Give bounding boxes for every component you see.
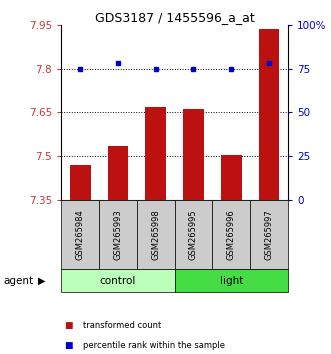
Text: GSM265996: GSM265996 [227,209,236,260]
Text: GSM265984: GSM265984 [75,209,85,260]
Text: GSM265997: GSM265997 [264,209,274,260]
Text: percentile rank within the sample: percentile rank within the sample [83,341,225,350]
Text: light: light [219,275,243,286]
Bar [99,200,137,269]
Text: transformed count: transformed count [83,321,161,330]
Text: GSM265993: GSM265993 [114,209,122,260]
Text: agent: agent [3,275,33,286]
Text: ▶: ▶ [38,275,46,286]
Bar [145,107,166,200]
Bar [61,269,175,292]
Text: ■: ■ [65,321,73,330]
Bar [108,146,128,200]
Bar [250,200,288,269]
Text: GSM265995: GSM265995 [189,209,198,260]
Bar [61,200,99,269]
Text: ■: ■ [65,341,73,350]
Bar [175,269,288,292]
Bar [183,109,204,200]
Bar [137,200,175,269]
Text: control: control [100,275,136,286]
Bar [70,165,90,200]
Text: GSM265998: GSM265998 [151,209,160,260]
Bar [213,200,250,269]
Bar [259,29,279,200]
Title: GDS3187 / 1455596_a_at: GDS3187 / 1455596_a_at [95,11,255,24]
Bar [221,155,242,200]
Bar [175,200,213,269]
